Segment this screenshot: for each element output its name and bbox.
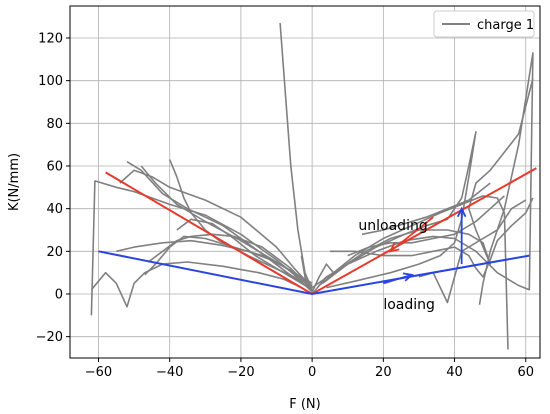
ticks: −60 −40 −20 0 20 40 60 −20 0 20 40 60 80 100 120 [36, 32, 534, 381]
series-line-charge-1 [418, 199, 527, 304]
series-line-charge-1 [176, 218, 313, 291]
series-line-charge-1 [311, 52, 534, 305]
series-line-charge-1 [347, 195, 505, 257]
x-axis-label: F (N) [289, 397, 320, 412]
series-line-charge-1 [279, 23, 313, 291]
x-tick-label: −20 [227, 365, 254, 380]
reference-line [98, 250, 530, 296]
y-tick-label: 120 [38, 32, 63, 47]
y-tick-label: 80 [46, 117, 63, 132]
x-tick-label: −40 [156, 365, 183, 380]
y-tick-label: 60 [46, 160, 63, 175]
legend: charge 1 [433, 10, 535, 38]
series-line-charge-1 [322, 131, 477, 289]
plot-frame [69, 5, 541, 359]
series-line-charge-1 [119, 169, 313, 289]
arrow-head [388, 242, 400, 253]
series-line-charge-1 [311, 195, 509, 350]
x-tick-label: 0 [308, 365, 316, 380]
annotation-text: unloading [358, 218, 427, 234]
y-tick-label: 0 [55, 288, 63, 303]
series-line-charge-1 [329, 197, 534, 278]
series-layer [90, 23, 534, 350]
x-tick-label: −60 [85, 365, 112, 380]
legend-label: charge 1 [477, 18, 534, 33]
x-tick-label: 40 [446, 365, 463, 380]
y-tick-label: 100 [38, 74, 63, 89]
arrow-shaft [383, 273, 413, 285]
annotations: unloading loading [358, 218, 435, 313]
arrow-head [402, 272, 414, 282]
series-line-charge-1 [126, 161, 313, 291]
arrow-shaft [389, 216, 434, 253]
annotation-text: loading [383, 297, 435, 313]
y-tick-label: 40 [46, 202, 63, 217]
series-line-charge-1 [361, 182, 491, 236]
series-line-charge-1 [318, 78, 534, 287]
series-line-charge-1 [116, 239, 313, 284]
arrows [383, 206, 467, 285]
x-tick-label: 20 [375, 365, 392, 380]
legend-box [433, 10, 535, 38]
y-tick-label: −20 [36, 330, 63, 345]
y-axis-label: K(N/mm) [7, 153, 22, 211]
arrow-head [456, 206, 467, 218]
y-tick-label: 20 [46, 245, 63, 260]
x-tick-label: 60 [517, 365, 534, 380]
